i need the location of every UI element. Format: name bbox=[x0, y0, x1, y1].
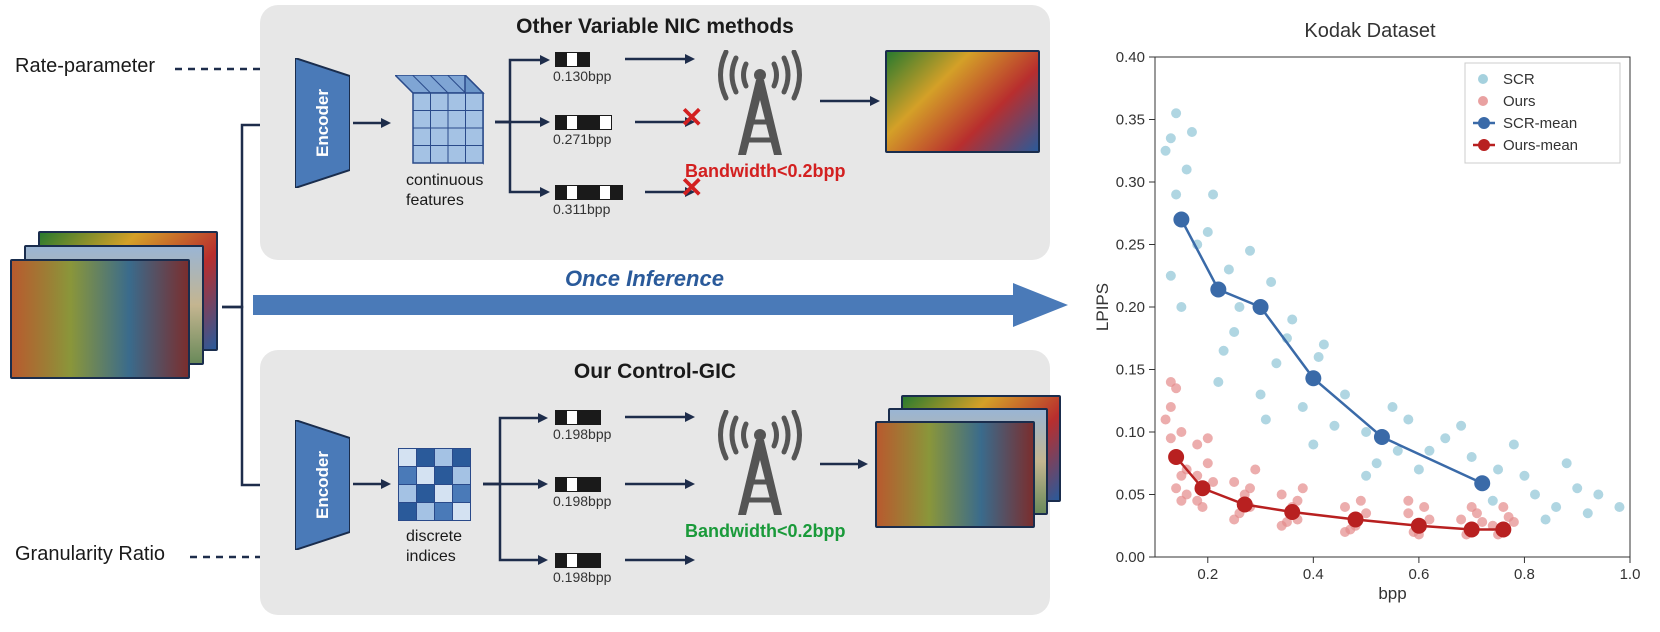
tower-bottom bbox=[708, 410, 813, 525]
svg-text:0.2: 0.2 bbox=[1197, 566, 1218, 583]
encoder-bottom: Encoder bbox=[295, 420, 350, 550]
bpp-top-3: 0.311bpp bbox=[553, 201, 610, 217]
disc-ind-label1: discrete bbox=[406, 528, 462, 546]
bpp-bot-2: 0.198bpp bbox=[553, 493, 611, 509]
encoder-top: Encoder bbox=[295, 58, 350, 188]
fanout-top bbox=[490, 52, 550, 202]
bpp-bot-1: 0.198bpp bbox=[553, 426, 611, 442]
disc-ind-label2: indices bbox=[406, 548, 456, 566]
panel-top-title: Other Variable NIC methods bbox=[260, 15, 1050, 39]
bpp-bot-3: 0.198bpp bbox=[553, 569, 611, 585]
bpp-top-2: 0.271bpp bbox=[553, 131, 611, 147]
svg-text:0.00: 0.00 bbox=[1116, 549, 1145, 566]
bandwidth-top: Bandwidth<0.2bpp bbox=[685, 161, 846, 182]
arrow-enc-grid-bottom bbox=[353, 478, 391, 490]
bitblock-bot-2 bbox=[555, 477, 601, 492]
bitblock-top-2 bbox=[555, 115, 612, 130]
x-mark-1: ✕ bbox=[680, 101, 703, 134]
discrete-indices-grid bbox=[398, 448, 471, 521]
svg-text:0.15: 0.15 bbox=[1116, 362, 1145, 379]
svg-text:0.25: 0.25 bbox=[1116, 237, 1145, 254]
granularity-label: Granularity Ratio bbox=[15, 543, 165, 566]
svg-text:bpp: bpp bbox=[1378, 584, 1406, 603]
svg-text:SCR: SCR bbox=[1503, 71, 1535, 88]
chart-title: Kodak Dataset bbox=[1090, 20, 1650, 43]
svg-text:0.05: 0.05 bbox=[1116, 487, 1145, 504]
svg-text:0.20: 0.20 bbox=[1116, 299, 1145, 316]
arrow-tower-out-top bbox=[820, 95, 880, 107]
svg-text:Ours-mean: Ours-mean bbox=[1503, 137, 1578, 154]
bpp-top-1: 0.130bpp bbox=[553, 68, 611, 84]
svg-text:0.40: 0.40 bbox=[1116, 49, 1145, 66]
feature-cube bbox=[395, 75, 495, 185]
arrow-bit-tower-b1 bbox=[625, 411, 695, 423]
arrow-bit-tower-1 bbox=[625, 53, 695, 65]
bitblock-top-3 bbox=[555, 185, 623, 200]
arrow-enc-cube-top bbox=[353, 117, 391, 129]
bitblock-bot-3 bbox=[555, 553, 601, 568]
svg-text:0.8: 0.8 bbox=[1514, 566, 1535, 583]
svg-text:0.35: 0.35 bbox=[1116, 112, 1145, 129]
svg-text:LPIPS: LPIPS bbox=[1093, 283, 1112, 331]
arrow-bit-tower-b3 bbox=[625, 554, 695, 566]
arrow-bit-tower-b2 bbox=[625, 478, 695, 490]
cont-feat-label1: continuous bbox=[406, 172, 483, 190]
chart-area: Kodak Dataset 0.2 0.4 0.6 0.8 1.0 0.00 0.05 0.1… bbox=[1080, 0, 1660, 623]
bitblock-bot-1 bbox=[555, 410, 601, 425]
svg-text:SCR-mean: SCR-mean bbox=[1503, 115, 1577, 132]
fanout-bottom bbox=[478, 410, 548, 570]
arrow-tower-out-bot bbox=[820, 458, 868, 470]
svg-text:0.10: 0.10 bbox=[1116, 424, 1145, 441]
svg-text:1.0: 1.0 bbox=[1620, 566, 1641, 583]
encoder-bottom-text: Encoder bbox=[313, 451, 333, 519]
svg-text:0.30: 0.30 bbox=[1116, 174, 1145, 191]
inference-label: Once Inference bbox=[565, 266, 724, 292]
rate-parameter-label: Rate-parameter bbox=[15, 55, 155, 78]
output-image-top bbox=[885, 50, 1040, 153]
diagram-area: Rate-parameter Granularity Ratio Other V… bbox=[0, 0, 1080, 623]
svg-text:Ours: Ours bbox=[1503, 93, 1536, 110]
cont-feat-label2: features bbox=[406, 192, 464, 210]
encoder-top-text: Encoder bbox=[313, 89, 333, 157]
svg-text:0.6: 0.6 bbox=[1408, 566, 1429, 583]
bitblock-top-1 bbox=[555, 52, 590, 67]
tower-top bbox=[708, 50, 813, 165]
kodak-chart: 0.2 0.4 0.6 0.8 1.0 0.00 0.05 0.10 0.15 0.20 0.25 0… bbox=[1090, 47, 1650, 627]
panel-bottom-title: Our Control-GIC bbox=[260, 360, 1050, 384]
svg-text:0.4: 0.4 bbox=[1303, 566, 1324, 583]
bandwidth-bottom: Bandwidth<0.2bpp bbox=[685, 521, 846, 542]
